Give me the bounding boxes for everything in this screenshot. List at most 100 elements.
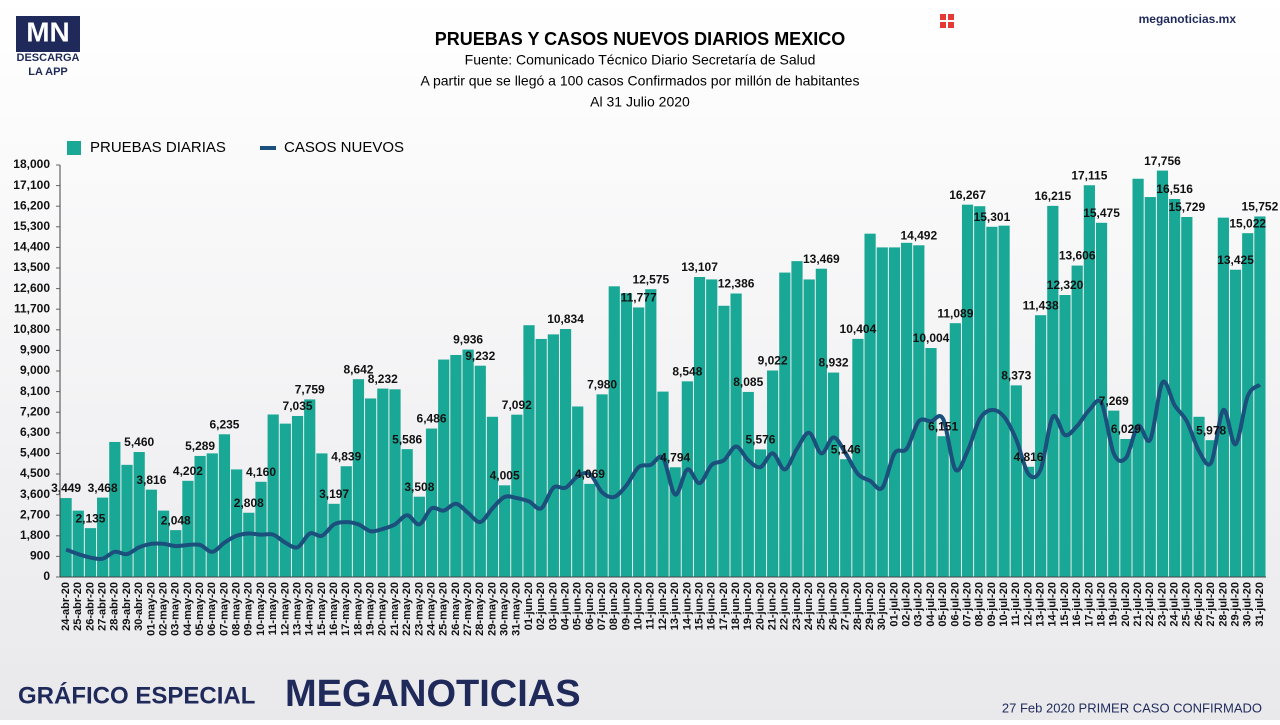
bar (1071, 265, 1083, 577)
x-tick-label: 10-jun-20 (633, 582, 645, 630)
x-tick-label: 13-may-20 (291, 582, 303, 636)
bar (535, 338, 547, 577)
y-tick-label: 6,300 (20, 425, 50, 439)
value-label: 8,085 (733, 375, 763, 389)
bar (949, 323, 961, 577)
x-tick-label: 25-may-20 (438, 582, 450, 636)
x-tick-label: 27-may-20 (462, 582, 474, 636)
value-label: 8,373 (1001, 369, 1031, 383)
value-label: 15,022 (1229, 216, 1266, 230)
value-label: 7,269 (1099, 394, 1129, 408)
plot: 0 900 1,800 2,700 3,600 4,500 5,400 6,300 7,200 8… (13, 154, 1278, 636)
value-label: 3,197 (319, 487, 349, 501)
value-label: 5,460 (124, 435, 154, 449)
icon (940, 14, 946, 20)
value-label: 11,089 (937, 306, 973, 320)
bar (827, 372, 840, 577)
y-tick-label: 13,500 (13, 260, 50, 274)
value-label: 16,215 (1034, 189, 1071, 203)
x-tick-label: 07-jun-20 (596, 582, 608, 630)
x-tick-label: 17-jun-20 (718, 582, 730, 630)
x-tick-label: 02-jul-20 (901, 582, 913, 627)
value-label: 8,548 (672, 365, 702, 379)
x-tick-label: 28-jul-20 (1217, 582, 1229, 627)
x-tick-label: 03-jul-20 (913, 582, 925, 627)
bar (791, 261, 803, 577)
bar (876, 247, 888, 577)
bar (109, 441, 121, 577)
value-label: 4,794 (660, 450, 690, 464)
x-tick-label: 04-jun-20 (559, 582, 571, 630)
value-label: 6,029 (1111, 422, 1141, 436)
value-label: 13,107 (681, 260, 718, 274)
x-tick-label: 24-jul-20 (1169, 582, 1181, 627)
value-label: 11,777 (621, 291, 657, 305)
x-tick-label: 28-may-20 (474, 582, 486, 636)
bar (1156, 170, 1169, 577)
bar (1047, 205, 1059, 577)
value-label: 13,425 (1217, 253, 1254, 267)
y-tick-label: 2,700 (20, 507, 50, 521)
bar (864, 233, 876, 577)
x-tick-label: 17-may-20 (340, 582, 352, 636)
legend-swatch (67, 141, 81, 155)
value-label: 3,508 (404, 480, 434, 494)
bar (182, 480, 194, 577)
bar (1120, 439, 1132, 577)
x-tick-label: 06-jun-20 (584, 582, 596, 630)
bar (974, 206, 986, 577)
bar (998, 225, 1010, 577)
bar (961, 204, 974, 577)
x-tick-label: 22-jul-20 (1144, 582, 1156, 627)
x-tick-label: 22-may-20 (401, 582, 413, 636)
bar (365, 398, 377, 577)
value-label: 2,808 (234, 496, 264, 510)
y-tick-label: 11,700 (14, 301, 50, 315)
value-label: 3,468 (88, 481, 118, 495)
bar (1254, 216, 1266, 577)
x-tick-label: 11-jul-20 (1010, 582, 1022, 626)
value-label: 4,005 (490, 469, 520, 483)
bar (279, 423, 291, 577)
bar (1083, 185, 1095, 578)
bar (413, 496, 425, 577)
y-tick-label: 18,000 (13, 157, 50, 171)
x-tick-label: 08-jul-20 (974, 582, 986, 627)
bar (718, 305, 730, 577)
x-tick-label: 01-jun-20 (523, 582, 535, 630)
bar (218, 434, 231, 577)
x-tick-label: 13-jul-20 (1035, 582, 1047, 627)
value-label: 5,289 (185, 439, 215, 453)
x-tick-label: 22-jun-20 (779, 582, 791, 630)
bar (170, 530, 182, 577)
bar (803, 279, 815, 577)
bar (1193, 416, 1205, 577)
x-tick-label: 26-abr-20 (84, 582, 96, 631)
bar (474, 365, 486, 577)
x-tick-label: 21-jul-20 (1132, 582, 1144, 627)
bar (84, 528, 97, 577)
bar (377, 388, 389, 577)
value-label: 6,151 (928, 419, 958, 433)
y-tick-label: 7,200 (20, 404, 50, 418)
x-tick-label: 19-jul-20 (1108, 582, 1120, 627)
x-tick-label: 23-may-20 (413, 582, 425, 636)
value-label: 13,469 (803, 252, 840, 266)
icon (948, 22, 954, 28)
bar (1205, 440, 1217, 577)
bar (840, 459, 852, 577)
x-tick-label: 25-jul-20 (1181, 582, 1193, 627)
bar (852, 338, 864, 577)
x-tick-label: 02-may-20 (157, 582, 169, 636)
x-tick-label: 29-abr-20 (121, 582, 133, 631)
x-tick-label: 10-jul-20 (998, 582, 1010, 627)
value-label: 7,035 (283, 399, 313, 413)
y-tick-label: 16,200 (13, 198, 50, 212)
x-tick-label: 23-jun-20 (791, 582, 803, 630)
bar (389, 389, 401, 577)
bar (1132, 178, 1144, 577)
x-tick-label: 30-may-20 (499, 582, 511, 636)
value-label: 12,575 (632, 272, 669, 286)
x-tick-label: 09-may-20 (243, 582, 255, 636)
x-tick-label: 18-jul-20 (1095, 582, 1107, 627)
